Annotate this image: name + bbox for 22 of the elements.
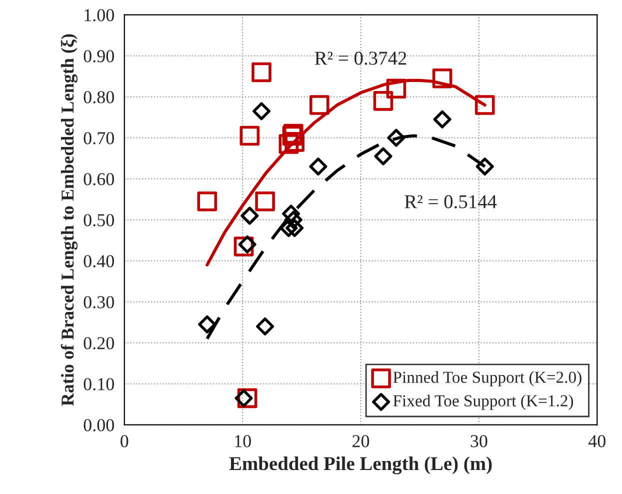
y-tick-label: 0.10 [84, 378, 114, 390]
y-tick-label: 0.40 [84, 255, 114, 268]
x-axis-title: Embedded Pile Length (Le) (m) [229, 456, 492, 474]
y-tick-label: 0.80 [84, 91, 114, 104]
y-tick-label: 0.90 [84, 50, 114, 62]
annotation: R² = 0.5144 [404, 195, 497, 208]
x-tick-label: 30 [470, 435, 488, 448]
y-tick-label: 0.30 [84, 296, 114, 308]
x-tick-label: 10 [235, 435, 251, 448]
y-tick-label: 0.70 [84, 132, 114, 144]
y-tick-label: 0.00 [84, 419, 114, 432]
y-tick-label: 0.20 [84, 337, 114, 350]
legend-label: Pinned Toe Support (K=2.0) [393, 371, 582, 386]
x-tick-label: 0 [120, 435, 128, 448]
y-tick-label: 0.50 [84, 214, 114, 226]
y-tick-label: 1.00 [84, 9, 114, 22]
y-tick-label: 0.60 [84, 173, 114, 186]
x-tick-label: 40 [588, 435, 606, 448]
legend-label: Fixed Toe Support (K=1.2) [393, 394, 574, 410]
y-axis-title: Ratio of Braced Length to Embedded Length (ξ) [60, 34, 78, 406]
x-tick-label: 20 [352, 435, 370, 448]
annotation: R² = 0.3742 [314, 52, 406, 65]
